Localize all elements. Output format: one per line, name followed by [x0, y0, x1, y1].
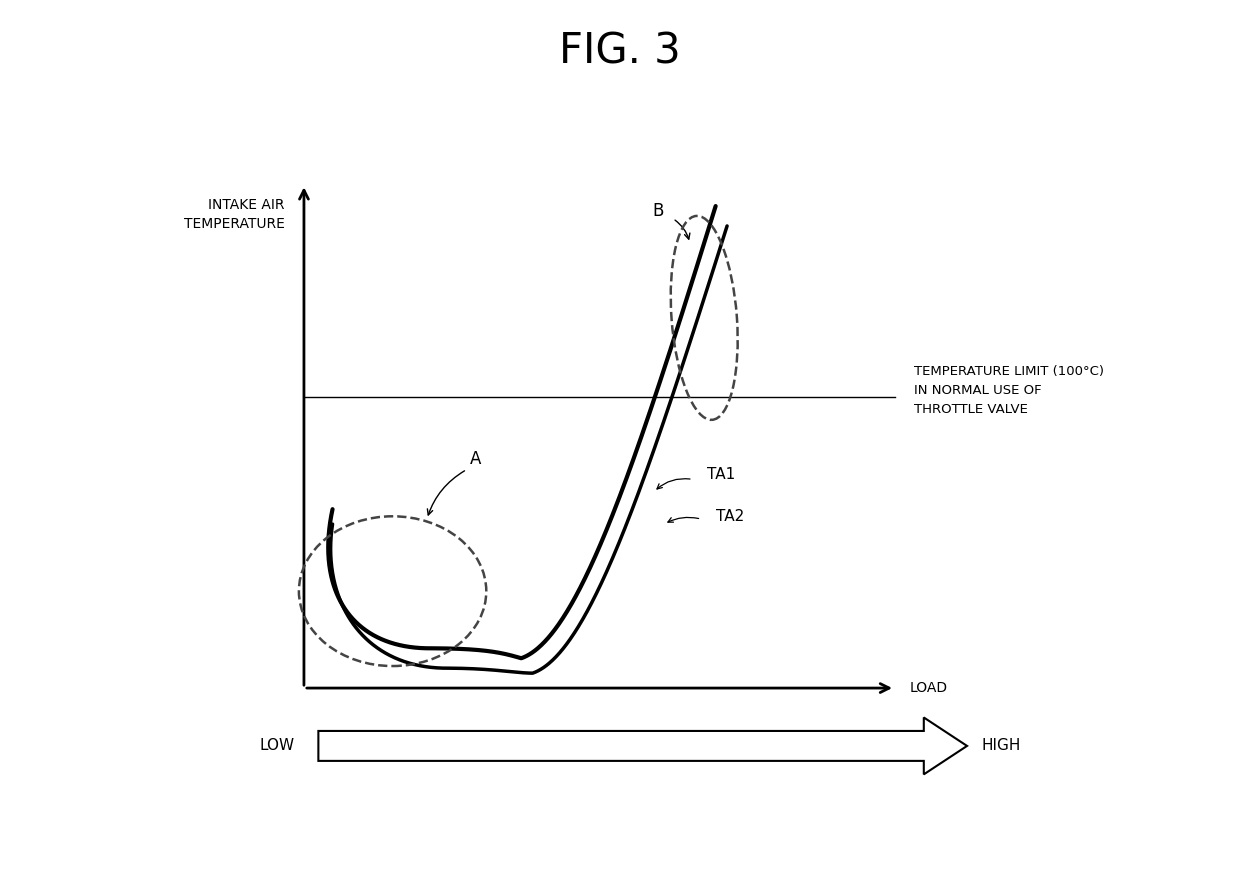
Text: LOAD: LOAD — [909, 681, 947, 695]
Text: TA2: TA2 — [715, 509, 744, 524]
Text: LOW: LOW — [259, 738, 294, 753]
Text: TEMPERATURE LIMIT (100°C)
IN NORMAL USE OF
THROTTLE VALVE: TEMPERATURE LIMIT (100°C) IN NORMAL USE … — [914, 365, 1104, 416]
Text: FIG. 3: FIG. 3 — [559, 31, 681, 73]
Text: B: B — [652, 202, 665, 220]
Text: TA1: TA1 — [707, 467, 735, 482]
Text: INTAKE AIR
TEMPERATURE: INTAKE AIR TEMPERATURE — [184, 198, 285, 232]
Text: A: A — [470, 451, 481, 469]
Text: HIGH: HIGH — [982, 738, 1021, 753]
